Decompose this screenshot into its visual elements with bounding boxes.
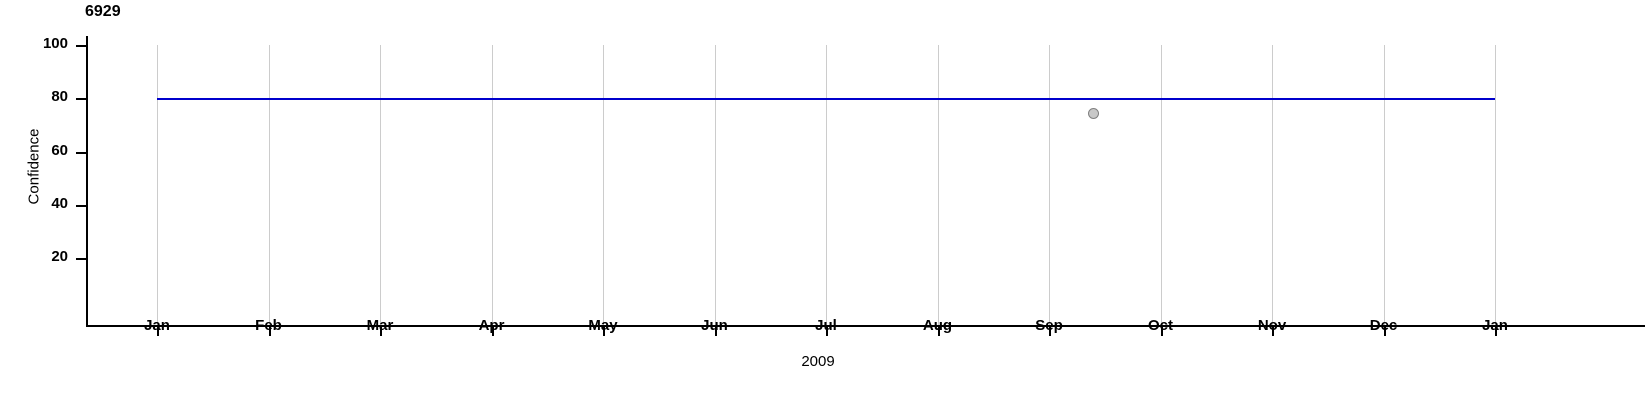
gridline — [714, 45, 716, 325]
gridline — [1495, 45, 1496, 325]
y-axis-tick-label: 80 — [51, 88, 68, 106]
x-axis-tick — [268, 327, 271, 336]
x-axis-tick-label: Jan — [1482, 317, 1508, 334]
y-axis-tick — [76, 258, 86, 260]
gridline — [1272, 45, 1273, 325]
x-axis-tick-label: Dec — [1369, 317, 1398, 334]
y-axis-tick-label: 60 — [51, 141, 68, 159]
x-axis-tick — [380, 327, 382, 336]
x-axis-tick — [1160, 327, 1163, 336]
y-axis-tick-label: 40 — [51, 194, 68, 212]
x-axis-tick — [1495, 327, 1497, 336]
x-axis-tick-label: May — [588, 317, 618, 334]
x-axis-tick-label: Jul — [815, 317, 837, 334]
x-axis-tick-label: Sep — [1035, 317, 1063, 334]
y-axis-tick — [76, 98, 86, 101]
gridline — [268, 45, 270, 325]
y-axis-tick — [76, 45, 86, 47]
x-axis-tick-label: Jun — [701, 317, 728, 334]
gridline — [1049, 45, 1050, 325]
gridline — [157, 45, 158, 325]
x-axis-tick — [1383, 327, 1386, 336]
x-axis-tick-label: Oct — [1147, 317, 1173, 334]
chart-title: 6929 — [85, 3, 121, 20]
x-axis-tick — [603, 327, 605, 336]
gridline — [937, 45, 939, 325]
gridline — [603, 45, 604, 325]
x-axis-tick — [491, 327, 494, 336]
x-axis-tick — [714, 327, 717, 336]
x-axis-title: 2009 — [801, 353, 835, 370]
x-axis-line — [86, 325, 1645, 327]
y-axis-tick-label: 20 — [51, 248, 68, 265]
gridline — [491, 45, 493, 325]
x-axis-tick-label: Nov — [1257, 317, 1287, 334]
y-axis-line — [86, 36, 88, 326]
x-axis-tick-label: Apr — [478, 317, 505, 334]
x-axis-tick-label: Jan — [144, 317, 170, 334]
x-axis-tick-label: Aug — [922, 317, 953, 334]
data-point[interactable] — [1087, 108, 1099, 120]
y-axis-tick — [76, 204, 86, 207]
gridline — [380, 45, 381, 325]
x-axis-tick — [157, 327, 159, 336]
y-axis-tick-label: 100 — [42, 35, 68, 52]
gridline — [826, 45, 827, 325]
x-axis-tick — [937, 327, 940, 336]
x-axis-tick — [826, 327, 828, 336]
x-axis-tick-label: Feb — [255, 317, 282, 334]
gridline — [1160, 45, 1162, 325]
x-axis-tick — [1049, 327, 1051, 336]
x-axis-tick-label: Mar — [366, 317, 394, 334]
y-axis-tick — [76, 151, 86, 154]
x-axis-tick — [1272, 327, 1274, 336]
gridline — [1383, 45, 1385, 325]
series-line-confidence-threshold — [157, 98, 1495, 101]
